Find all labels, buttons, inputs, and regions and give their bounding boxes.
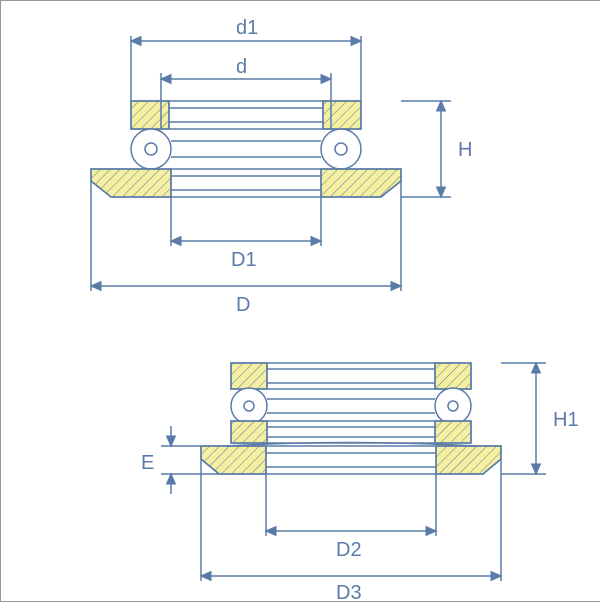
label-d: d	[236, 56, 247, 78]
label-d1: d1	[236, 17, 258, 39]
label-H1: H1	[553, 409, 579, 431]
label-D3: D3	[336, 582, 362, 601]
diagram-container: d1 d H D1 D H1 E D2 D3	[0, 0, 600, 602]
label-E: E	[141, 452, 154, 474]
label-D2: D2	[336, 539, 362, 561]
label-D: D	[236, 294, 250, 316]
label-D1: D1	[231, 249, 257, 271]
label-H: H	[458, 139, 472, 161]
bearing-diagram: d1 d H D1 D H1 E D2 D3	[1, 1, 600, 601]
